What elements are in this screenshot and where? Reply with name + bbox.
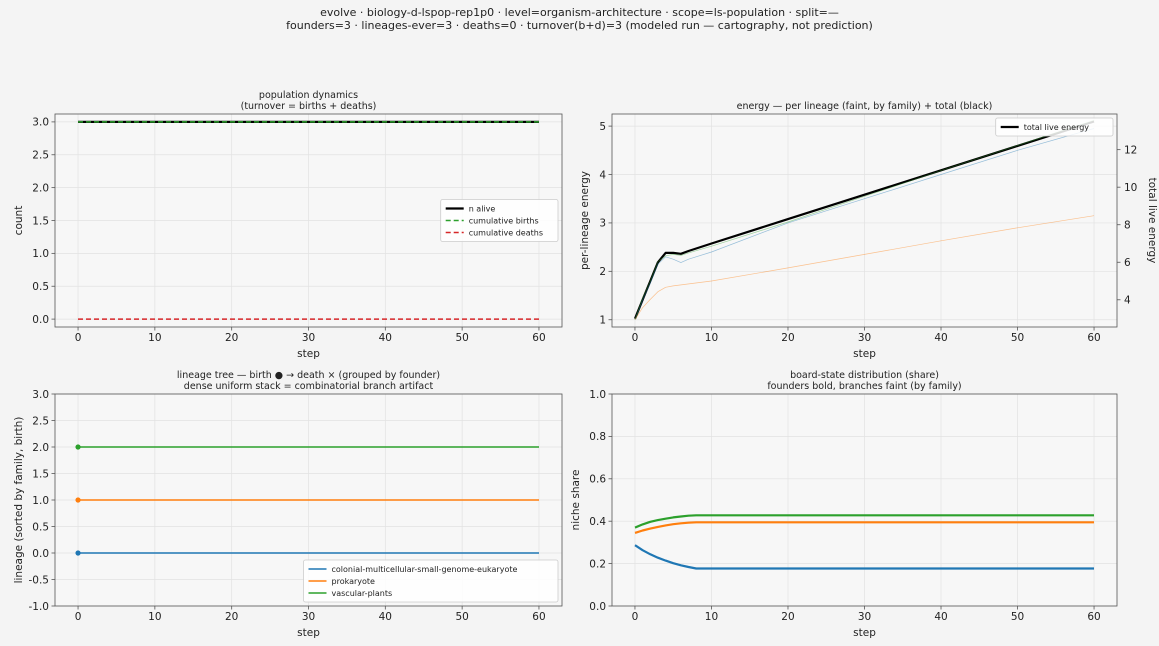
board-state-xtick-label: 0 bbox=[632, 611, 639, 623]
energy-xtick-label: 50 bbox=[1011, 332, 1024, 344]
energy-xtick-label: 10 bbox=[705, 332, 718, 344]
lineage-tree-xtick-label: 60 bbox=[532, 611, 545, 623]
population-ytick-label: 2.5 bbox=[32, 150, 49, 162]
population-legend-label: cumulative births bbox=[469, 217, 539, 226]
energy-ytick-label: 5 bbox=[599, 121, 606, 133]
board-state-subtitle: founders bold, branches faint (by family… bbox=[767, 381, 961, 392]
energy-series-0 bbox=[633, 120, 1095, 320]
lineage-tree-birth-marker-1 bbox=[75, 497, 81, 503]
lineage-tree-xtick-label: 10 bbox=[148, 611, 161, 623]
board-state-xlabel: step bbox=[853, 627, 876, 639]
energy-y2tick-label: 12 bbox=[1124, 144, 1137, 156]
population-subtitle: (turnover = births + deaths) bbox=[241, 101, 377, 112]
population-legend-label: n alive bbox=[469, 205, 496, 214]
energy-xtick-label: 30 bbox=[858, 332, 871, 344]
population-ylabel: count bbox=[13, 206, 25, 236]
energy-legend-label: total live energy bbox=[1024, 123, 1090, 132]
board-state-ytick-label: 0.2 bbox=[589, 558, 606, 570]
energy-title: energy — per lineage (faint, by family) … bbox=[737, 101, 993, 112]
energy-xtick-label: 60 bbox=[1087, 332, 1100, 344]
population-legend bbox=[440, 199, 559, 242]
population-xtick-label: 30 bbox=[302, 332, 315, 344]
lineage-tree-xtick-label: 30 bbox=[302, 611, 315, 623]
lineage-tree-title: lineage tree — birth ● → death × (groupe… bbox=[177, 370, 440, 381]
population-xtick-label: 40 bbox=[379, 332, 392, 344]
board-state-title: board-state distribution (share) bbox=[790, 370, 939, 381]
energy-y2label: total live energy bbox=[1146, 178, 1158, 264]
energy-ylabel: per-lineage energy bbox=[579, 171, 591, 270]
lineage-tree-ytick-label: 2.0 bbox=[32, 442, 49, 454]
energy-series-3 bbox=[634, 215, 1095, 320]
lineage-tree-ytick-label: 0.0 bbox=[32, 548, 49, 560]
lineage-tree-subtitle: dense uniform stack = combinatorial bran… bbox=[184, 381, 434, 392]
board-state-xtick-label: 60 bbox=[1087, 611, 1100, 623]
lineage-tree-legend-label: colonial-multicellular-small-genome-euka… bbox=[332, 565, 518, 574]
energy-series-1 bbox=[634, 128, 1095, 320]
lineage-tree-ytick-label: -0.5 bbox=[29, 574, 50, 586]
energy-ytick-label: 3 bbox=[599, 218, 606, 230]
board-state-ytick-label: 0.6 bbox=[589, 474, 606, 486]
lineage-tree-ylabel: lineage (sorted by family, birth) bbox=[13, 417, 25, 584]
energy-xtick-label: 20 bbox=[781, 332, 794, 344]
energy-y2tick-label: 10 bbox=[1124, 182, 1137, 194]
population-title: population dynamics bbox=[259, 90, 358, 101]
population-xtick-label: 20 bbox=[225, 332, 238, 344]
lineage-tree-birth-marker-2 bbox=[75, 444, 81, 450]
population-legend-label: cumulative deaths bbox=[469, 229, 543, 238]
energy-legend bbox=[995, 117, 1114, 137]
population-ytick-label: 1.0 bbox=[32, 248, 49, 260]
board-state-xtick-label: 30 bbox=[858, 611, 871, 623]
figure-title: evolve · biology-d-lspop-rep1p0 · level=… bbox=[320, 6, 839, 19]
board-state-ytick-label: 1.0 bbox=[589, 389, 606, 401]
population-ytick-label: 0.0 bbox=[32, 314, 49, 326]
energy-y2tick-label: 8 bbox=[1124, 220, 1131, 232]
lineage-tree-ytick-label: 1.0 bbox=[32, 495, 49, 507]
population-xtick-label: 60 bbox=[532, 332, 545, 344]
energy-xlabel: step bbox=[853, 348, 876, 360]
lineage-tree-legend bbox=[303, 559, 559, 603]
board-state-xtick-label: 40 bbox=[934, 611, 947, 623]
lineage-tree-ytick-label: 0.5 bbox=[32, 521, 49, 533]
lineage-tree-xtick-label: 40 bbox=[379, 611, 392, 623]
board-state-xtick-label: 50 bbox=[1011, 611, 1024, 623]
lineage-tree-xtick-label: 20 bbox=[225, 611, 238, 623]
population-xlabel: step bbox=[297, 348, 320, 360]
board-state-ytick-label: 0.0 bbox=[589, 601, 606, 613]
lineage-tree-birth-marker-0 bbox=[75, 550, 81, 556]
energy-xtick-label: 40 bbox=[934, 332, 947, 344]
board-state-ytick-label: 0.4 bbox=[589, 516, 606, 528]
lineage-tree-ytick-label: -1.0 bbox=[29, 601, 50, 613]
energy-ytick-label: 1 bbox=[599, 315, 606, 327]
population-ytick-label: 2.0 bbox=[32, 182, 49, 194]
population-ytick-label: 0.5 bbox=[32, 281, 49, 293]
figure-subtitle: founders=3 · lineages-ever=3 · deaths=0 … bbox=[286, 19, 873, 32]
board-state-xtick-label: 10 bbox=[705, 611, 718, 623]
lineage-tree-legend-label: vascular-plants bbox=[332, 589, 393, 598]
board-state-series-1 bbox=[634, 521, 1094, 534]
board-state-series-2 bbox=[634, 544, 1094, 570]
lineage-tree-ytick-label: 2.5 bbox=[32, 415, 49, 427]
population-xtick-label: 50 bbox=[455, 332, 468, 344]
board-state-ytick-label: 0.8 bbox=[589, 431, 606, 443]
energy-y2tick-label: 6 bbox=[1124, 257, 1131, 269]
population-xtick-label: 10 bbox=[148, 332, 161, 344]
board-state-xtick-label: 20 bbox=[781, 611, 794, 623]
energy-y2tick-label: 4 bbox=[1124, 295, 1131, 307]
population-xtick-label: 0 bbox=[75, 332, 82, 344]
lineage-tree-xlabel: step bbox=[297, 627, 320, 639]
population-ytick-label: 1.5 bbox=[32, 215, 49, 227]
energy-series-2 bbox=[634, 119, 1095, 320]
lineage-tree-legend-label: prokaryote bbox=[332, 577, 376, 586]
board-state-series-0 bbox=[634, 514, 1094, 529]
board-state-ylabel: niche share bbox=[570, 470, 582, 531]
energy-ytick-label: 4 bbox=[599, 169, 606, 181]
lineage-tree-ytick-label: 1.5 bbox=[32, 468, 49, 480]
lineage-tree-ytick-label: 3.0 bbox=[32, 389, 49, 401]
energy-xtick-label: 0 bbox=[632, 332, 639, 344]
energy-ytick-label: 2 bbox=[599, 266, 606, 278]
lineage-tree-xtick-label: 50 bbox=[455, 611, 468, 623]
population-ytick-label: 3.0 bbox=[32, 117, 49, 129]
lineage-tree-xtick-label: 0 bbox=[75, 611, 82, 623]
